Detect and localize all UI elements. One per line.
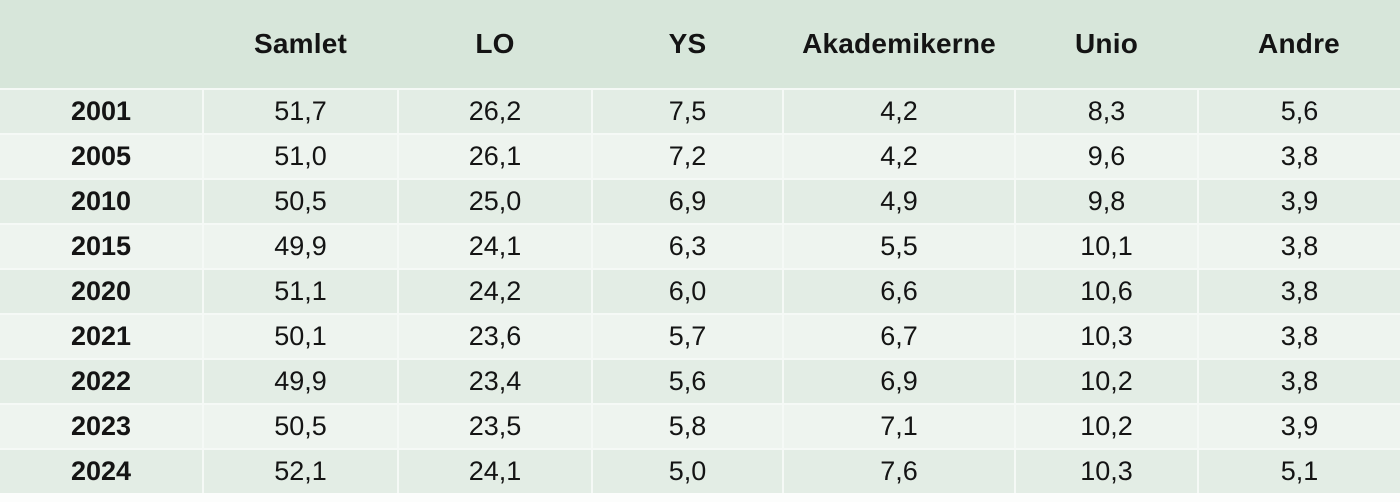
- cell-value: 24,2: [398, 268, 593, 314]
- table-row: 2022 49,9 23,4 5,6 6,9 10,2 3,8: [0, 358, 1400, 404]
- cell-value: 49,9: [203, 223, 399, 269]
- cell-value: 7,1: [783, 403, 1016, 449]
- cell-value: 10,6: [1015, 268, 1199, 314]
- cell-value: 26,1: [398, 133, 593, 179]
- cell-value: 4,2: [783, 88, 1016, 134]
- column-header-year: [0, 0, 203, 89]
- cell-value: 23,6: [398, 313, 593, 359]
- cell-value: 7,2: [592, 133, 784, 179]
- cell-value: 6,3: [592, 223, 784, 269]
- table-row: 2020 51,1 24,2 6,0 6,6 10,6 3,8: [0, 268, 1400, 314]
- cell-value: 3,8: [1198, 133, 1400, 179]
- table-row: 2024 52,1 24,1 5,0 7,6 10,3 5,1: [0, 448, 1400, 493]
- table-row: 2021 50,1 23,6 5,7 6,7 10,3 3,8: [0, 313, 1400, 359]
- row-year: 2015: [0, 223, 204, 269]
- cell-value: 51,7: [203, 88, 399, 134]
- cell-value: 6,9: [592, 178, 784, 224]
- cell-value: 10,3: [1015, 313, 1199, 359]
- cell-value: 5,5: [783, 223, 1016, 269]
- table-row: 2005 51,0 26,1 7,2 4,2 9,6 3,8: [0, 133, 1400, 179]
- row-year: 2022: [0, 358, 204, 404]
- header-row: Samlet LO YS Akademikerne Unio Andre: [0, 0, 1400, 89]
- column-header-akademikerne: Akademikerne: [783, 0, 1015, 89]
- cell-value: 23,4: [398, 358, 593, 404]
- row-year: 2010: [0, 178, 204, 224]
- cell-value: 9,8: [1015, 178, 1199, 224]
- row-year: 2024: [0, 448, 204, 493]
- cell-value: 51,0: [203, 133, 399, 179]
- cell-value: 3,9: [1198, 403, 1400, 449]
- cell-value: 50,5: [203, 178, 399, 224]
- table-row: 2001 51,7 26,2 7,5 4,2 8,3 5,6: [0, 88, 1400, 134]
- cell-value: 7,5: [592, 88, 784, 134]
- column-header-lo: LO: [398, 0, 592, 89]
- cell-value: 3,8: [1198, 313, 1400, 359]
- row-year: 2023: [0, 403, 204, 449]
- cell-value: 5,0: [592, 448, 784, 493]
- cell-value: 7,6: [783, 448, 1016, 493]
- row-year: 2021: [0, 313, 204, 359]
- cell-value: 25,0: [398, 178, 593, 224]
- cell-value: 10,2: [1015, 403, 1199, 449]
- cell-value: 6,9: [783, 358, 1016, 404]
- cell-value: 9,6: [1015, 133, 1199, 179]
- cell-value: 10,2: [1015, 358, 1199, 404]
- row-year: 2020: [0, 268, 204, 314]
- column-header-andre: Andre: [1198, 0, 1400, 89]
- row-year: 2005: [0, 133, 204, 179]
- cell-value: 26,2: [398, 88, 593, 134]
- table-row: 2023 50,5 23,5 5,8 7,1 10,2 3,9: [0, 403, 1400, 449]
- column-header-unio: Unio: [1015, 0, 1198, 89]
- cell-value: 6,7: [783, 313, 1016, 359]
- cell-value: 5,7: [592, 313, 784, 359]
- cell-value: 4,2: [783, 133, 1016, 179]
- table-body: 2001 51,7 26,2 7,5 4,2 8,3 5,6 2005 51,0…: [0, 88, 1400, 493]
- cell-value: 10,1: [1015, 223, 1199, 269]
- cell-value: 3,8: [1198, 223, 1400, 269]
- column-header-samlet: Samlet: [203, 0, 398, 89]
- cell-value: 24,1: [398, 448, 593, 493]
- table-row: 2010 50,5 25,0 6,9 4,9 9,8 3,9: [0, 178, 1400, 224]
- cell-value: 5,8: [592, 403, 784, 449]
- column-header-ys: YS: [592, 0, 783, 89]
- cell-value: 5,6: [1198, 88, 1400, 134]
- cell-value: 50,1: [203, 313, 399, 359]
- cell-value: 24,1: [398, 223, 593, 269]
- table-row: 2015 49,9 24,1 6,3 5,5 10,1 3,8: [0, 223, 1400, 269]
- cell-value: 8,3: [1015, 88, 1199, 134]
- cell-value: 52,1: [203, 448, 399, 493]
- table-header: Samlet LO YS Akademikerne Unio Andre: [0, 0, 1400, 89]
- cell-value: 23,5: [398, 403, 593, 449]
- cell-value: 4,9: [783, 178, 1016, 224]
- cell-value: 3,8: [1198, 358, 1400, 404]
- row-year: 2001: [0, 88, 204, 134]
- cell-value: 50,5: [203, 403, 399, 449]
- cell-value: 3,8: [1198, 268, 1400, 314]
- cell-value: 51,1: [203, 268, 399, 314]
- cell-value: 5,6: [592, 358, 784, 404]
- cell-value: 6,0: [592, 268, 784, 314]
- cell-value: 5,1: [1198, 448, 1400, 493]
- cell-value: 49,9: [203, 358, 399, 404]
- cell-value: 10,3: [1015, 448, 1199, 493]
- cell-value: 6,6: [783, 268, 1016, 314]
- cell-value: 3,9: [1198, 178, 1400, 224]
